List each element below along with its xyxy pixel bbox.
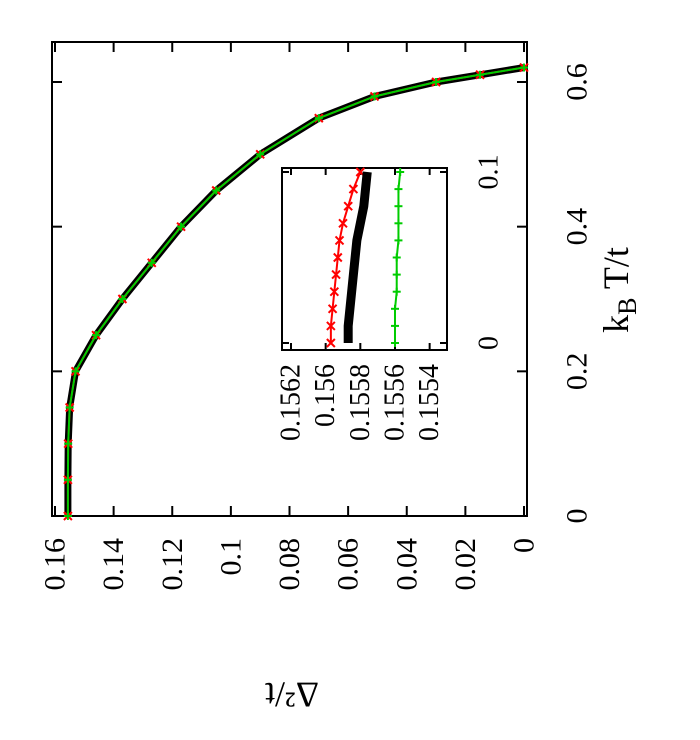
point-marker-stroke xyxy=(348,184,359,194)
inset-x-tick-label: 0.1 xyxy=(474,155,505,190)
series-point-2 xyxy=(476,70,485,79)
y-tick-label: 0 xyxy=(508,538,541,553)
series-point-2 xyxy=(212,186,221,195)
x-tick-label: 0.2 xyxy=(561,353,594,391)
inset-series-point-2 xyxy=(394,236,403,245)
inset-series-point-2 xyxy=(390,339,399,347)
series-point-2 xyxy=(520,63,528,72)
main-plot: 0 0.2 0.4 0.6 0 0.02 0.04 0.06 0.08 0.1 0.12 0.14 0.… xyxy=(39,41,594,591)
x-tick-label: 0 xyxy=(561,509,594,524)
inset-series-point-0 xyxy=(334,235,345,246)
y-tick-label: 0.14 xyxy=(97,538,130,591)
series-point-2 xyxy=(71,367,80,376)
inset-y-tick-label: 0.1556 xyxy=(379,364,410,441)
point-marker-stroke xyxy=(333,252,343,263)
y-tick-label: 0.06 xyxy=(332,538,365,591)
x-axis-label: kB T/t xyxy=(596,247,642,333)
point-marker-stroke xyxy=(331,269,341,280)
inset-series-point-0 xyxy=(326,321,336,331)
plot-border xyxy=(51,41,528,517)
inset-series-point-0 xyxy=(331,269,341,280)
inset-series-point-2 xyxy=(396,168,405,176)
x-tick-label: 0.6 xyxy=(561,63,594,101)
inset-series-point-2 xyxy=(392,270,401,279)
series-point-2 xyxy=(92,331,101,340)
point-marker-stroke xyxy=(338,218,348,229)
series-point-2 xyxy=(65,403,74,412)
inset-series-point-0 xyxy=(338,218,348,229)
inset-series-line-1 xyxy=(343,171,372,343)
inset-series-point-2 xyxy=(390,304,399,313)
series-line-0 xyxy=(64,64,525,516)
series-point-2 xyxy=(63,512,72,520)
inset-series-point-0 xyxy=(348,184,359,194)
inset-series-point-0 xyxy=(343,201,353,211)
series-line-2 xyxy=(66,66,525,516)
inset-y-tick-label: 0.1554 xyxy=(414,364,445,441)
inset-plot-border xyxy=(281,167,448,351)
y-tick-label: 0.1 xyxy=(214,538,247,576)
point-marker-stroke xyxy=(326,338,336,348)
y-tick-label: 0.16 xyxy=(39,538,72,591)
inset-x-tick-label: 0 xyxy=(474,336,505,350)
inset-series-point-2 xyxy=(394,202,403,211)
point-marker-stroke xyxy=(329,286,340,297)
inset-y-tick-label: 0.156 xyxy=(310,364,341,427)
x-tick-label: 0.4 xyxy=(561,208,594,246)
point-marker-stroke xyxy=(355,167,366,177)
x-label-subscript: B xyxy=(613,298,642,315)
inset-y-tick-label: 0.1562 xyxy=(276,364,307,441)
inset-series-point-2 xyxy=(394,219,403,228)
series-point-2 xyxy=(64,439,73,448)
inset-series-point-0 xyxy=(329,286,340,297)
series-point-2 xyxy=(256,150,265,159)
series-point-2 xyxy=(63,475,72,484)
series-point-2 xyxy=(432,78,441,86)
inset-series-point-0 xyxy=(333,252,343,263)
inset-series-point-0 xyxy=(326,338,336,348)
series-point-2 xyxy=(314,114,323,123)
x-label-part: T/t xyxy=(596,247,636,297)
point-marker-stroke xyxy=(327,304,338,314)
series-point-2 xyxy=(118,295,127,303)
point-marker-stroke xyxy=(343,201,353,211)
point-marker-stroke xyxy=(326,321,336,331)
inset-series-point-2 xyxy=(392,287,401,296)
inset-y-tick-label: 0.1558 xyxy=(345,364,376,441)
inset-series-point-2 xyxy=(394,185,403,194)
series-point-2 xyxy=(147,258,156,267)
y-tick-label: 0.12 xyxy=(156,538,189,591)
inset-series-point-2 xyxy=(390,321,399,330)
inset-plot: 0 0.1 0.1562 0.156 0.1558 0.1556 0.1554 xyxy=(276,155,505,442)
point-marker-stroke xyxy=(334,235,345,246)
series-point-2 xyxy=(370,92,379,101)
y-tick-label: 0.08 xyxy=(273,538,306,591)
inset-series-point-0 xyxy=(327,304,338,314)
series-point-2 xyxy=(177,222,186,231)
y-tick-label: 0.02 xyxy=(449,538,482,591)
y-tick-label: 0.04 xyxy=(390,538,423,591)
inset-series-point-2 xyxy=(392,253,401,262)
y-axis-label: Δ²/t xyxy=(265,675,319,715)
x-label-part: k xyxy=(596,315,636,333)
